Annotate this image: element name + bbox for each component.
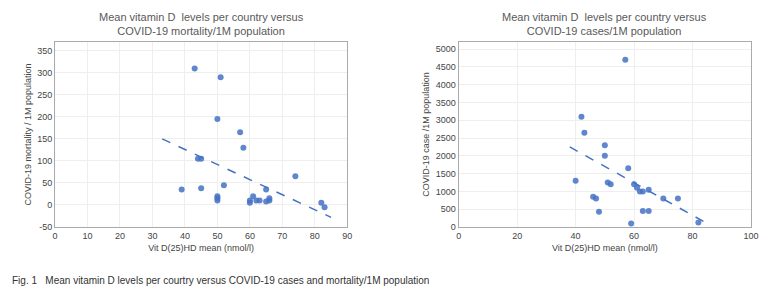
svg-text:0: 0 xyxy=(47,200,52,210)
svg-text:50: 50 xyxy=(42,178,52,188)
svg-text:4500: 4500 xyxy=(436,62,456,72)
svg-text:90: 90 xyxy=(342,231,352,241)
svg-text:Fig. 1 Mean vitamin D levels: Fig. 1 Mean vitamin D levels per courtry… xyxy=(12,275,429,286)
svg-text:40: 40 xyxy=(571,231,581,241)
svg-text:Mean vitamin D levels per cou: Mean vitamin D levels per country versus… xyxy=(502,11,707,37)
svg-text:1500: 1500 xyxy=(436,169,456,179)
svg-text:0: 0 xyxy=(456,231,461,241)
svg-text:COVID-19 mortality / 1M popula: COVID-19 mortality / 1M population xyxy=(23,63,33,205)
svg-text:0: 0 xyxy=(451,222,456,232)
svg-text:4000: 4000 xyxy=(436,80,456,90)
svg-text:COVID-19 case /1M population: COVID-19 case /1M population xyxy=(421,72,431,197)
svg-text:3500: 3500 xyxy=(436,98,456,108)
svg-text:100: 100 xyxy=(743,231,758,241)
svg-text:60: 60 xyxy=(245,231,255,241)
svg-text:100: 100 xyxy=(37,156,52,166)
svg-text:Vit D(25)HD mean (nmol/l): Vit D(25)HD mean (nmol/l) xyxy=(148,243,254,253)
svg-text:2500: 2500 xyxy=(436,133,456,143)
svg-text:70: 70 xyxy=(277,231,287,241)
svg-text:500: 500 xyxy=(441,204,456,214)
svg-text:300: 300 xyxy=(37,68,52,78)
svg-text:50: 50 xyxy=(212,231,222,241)
svg-text:250: 250 xyxy=(37,90,52,100)
svg-text:1000: 1000 xyxy=(436,187,456,197)
svg-text:2000: 2000 xyxy=(436,151,456,161)
svg-text:40: 40 xyxy=(180,231,190,241)
svg-text:60: 60 xyxy=(629,231,639,241)
svg-text:150: 150 xyxy=(37,134,52,144)
svg-text:-50: -50 xyxy=(39,222,52,232)
svg-text:5000: 5000 xyxy=(436,44,456,54)
svg-text:80: 80 xyxy=(310,231,320,241)
svg-text:Vit D(25)HD mean (nmol/l): Vit D(25)HD mean (nmol/l) xyxy=(552,243,658,253)
svg-text:20: 20 xyxy=(115,231,125,241)
svg-text:3000: 3000 xyxy=(436,115,456,125)
svg-text:350: 350 xyxy=(37,46,52,56)
svg-text:30: 30 xyxy=(147,231,157,241)
svg-text:200: 200 xyxy=(37,112,52,122)
svg-text:Mean vitamin D levels per cou: Mean vitamin D levels per country versus… xyxy=(99,11,304,37)
svg-text:0: 0 xyxy=(52,231,57,241)
svg-text:20: 20 xyxy=(512,231,522,241)
svg-text:80: 80 xyxy=(688,231,698,241)
svg-text:10: 10 xyxy=(82,231,92,241)
